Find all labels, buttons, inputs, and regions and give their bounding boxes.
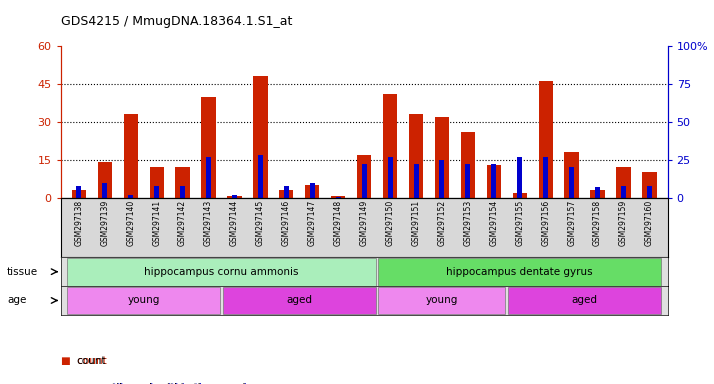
Text: count: count: [76, 356, 106, 366]
Text: GSM297145: GSM297145: [256, 200, 265, 246]
Bar: [227, 197, 241, 198]
Text: GSM297158: GSM297158: [593, 200, 602, 246]
Text: GSM297154: GSM297154: [489, 200, 498, 246]
Bar: [67, 258, 376, 286]
Bar: [284, 185, 289, 198]
Text: GSM297160: GSM297160: [645, 200, 654, 246]
Bar: [149, 167, 164, 198]
Bar: [538, 81, 553, 198]
Bar: [305, 185, 319, 198]
Bar: [206, 157, 211, 198]
Text: GSM297159: GSM297159: [619, 200, 628, 246]
Bar: [378, 258, 661, 286]
Bar: [310, 183, 315, 198]
Text: GSM297140: GSM297140: [126, 200, 135, 246]
Text: GSM297149: GSM297149: [360, 200, 368, 246]
Bar: [232, 195, 237, 198]
Bar: [67, 286, 220, 314]
Bar: [258, 155, 263, 198]
Bar: [176, 167, 190, 198]
Bar: [647, 185, 652, 198]
Text: age: age: [7, 295, 26, 306]
Text: tissue: tissue: [7, 266, 39, 277]
Bar: [435, 117, 449, 198]
Text: GSM297152: GSM297152: [438, 200, 446, 246]
Text: GSM297138: GSM297138: [74, 200, 84, 246]
Text: GSM297141: GSM297141: [152, 200, 161, 246]
Bar: [595, 187, 600, 198]
Text: GSM297157: GSM297157: [567, 200, 576, 246]
Bar: [643, 172, 657, 198]
Text: GSM297144: GSM297144: [230, 200, 239, 246]
Bar: [461, 132, 475, 198]
Bar: [223, 286, 376, 314]
Bar: [154, 185, 159, 198]
Text: GSM297139: GSM297139: [100, 200, 109, 246]
Text: GDS4215 / MmugDNA.18364.1.S1_at: GDS4215 / MmugDNA.18364.1.S1_at: [61, 15, 292, 28]
Bar: [413, 164, 418, 198]
Bar: [336, 197, 341, 198]
Bar: [517, 157, 522, 198]
Bar: [487, 165, 501, 198]
Bar: [466, 164, 471, 198]
Bar: [102, 183, 107, 198]
Text: GSM297150: GSM297150: [386, 200, 395, 246]
Bar: [129, 195, 134, 198]
Bar: [388, 157, 393, 198]
Bar: [439, 160, 444, 198]
Bar: [201, 97, 216, 198]
Text: GSM297148: GSM297148: [333, 200, 343, 246]
Bar: [491, 164, 496, 198]
Bar: [76, 185, 81, 198]
Bar: [383, 94, 397, 198]
Bar: [616, 167, 630, 198]
Bar: [569, 167, 574, 198]
Text: hippocampus dentate gyrus: hippocampus dentate gyrus: [446, 266, 593, 277]
Bar: [253, 76, 268, 198]
Text: ■  percentile rank within the sample: ■ percentile rank within the sample: [61, 383, 253, 384]
Bar: [71, 190, 86, 198]
Text: GSM297142: GSM297142: [178, 200, 187, 246]
Text: GSM297143: GSM297143: [204, 200, 213, 246]
Text: percentile rank within the sample: percentile rank within the sample: [76, 383, 252, 384]
Text: GSM297155: GSM297155: [516, 200, 524, 246]
Bar: [378, 286, 506, 314]
Bar: [513, 193, 527, 198]
Text: GSM297146: GSM297146: [282, 200, 291, 246]
Text: young: young: [426, 295, 458, 306]
Text: GSM297151: GSM297151: [411, 200, 421, 246]
Bar: [124, 114, 138, 198]
Bar: [180, 185, 185, 198]
Bar: [508, 286, 661, 314]
Bar: [543, 157, 548, 198]
Text: young: young: [128, 295, 160, 306]
Text: ■  count: ■ count: [61, 356, 106, 366]
Text: GSM297147: GSM297147: [308, 200, 317, 246]
Bar: [590, 190, 605, 198]
Bar: [357, 155, 371, 198]
Bar: [565, 152, 579, 198]
Text: GSM297153: GSM297153: [463, 200, 473, 246]
Bar: [621, 185, 626, 198]
Text: aged: aged: [572, 295, 598, 306]
Text: hippocampus cornu ammonis: hippocampus cornu ammonis: [144, 266, 298, 277]
Bar: [362, 164, 366, 198]
Text: GSM297156: GSM297156: [541, 200, 550, 246]
Text: aged: aged: [286, 295, 312, 306]
Bar: [279, 190, 293, 198]
Bar: [98, 162, 112, 198]
Bar: [331, 197, 346, 198]
Bar: [409, 114, 423, 198]
